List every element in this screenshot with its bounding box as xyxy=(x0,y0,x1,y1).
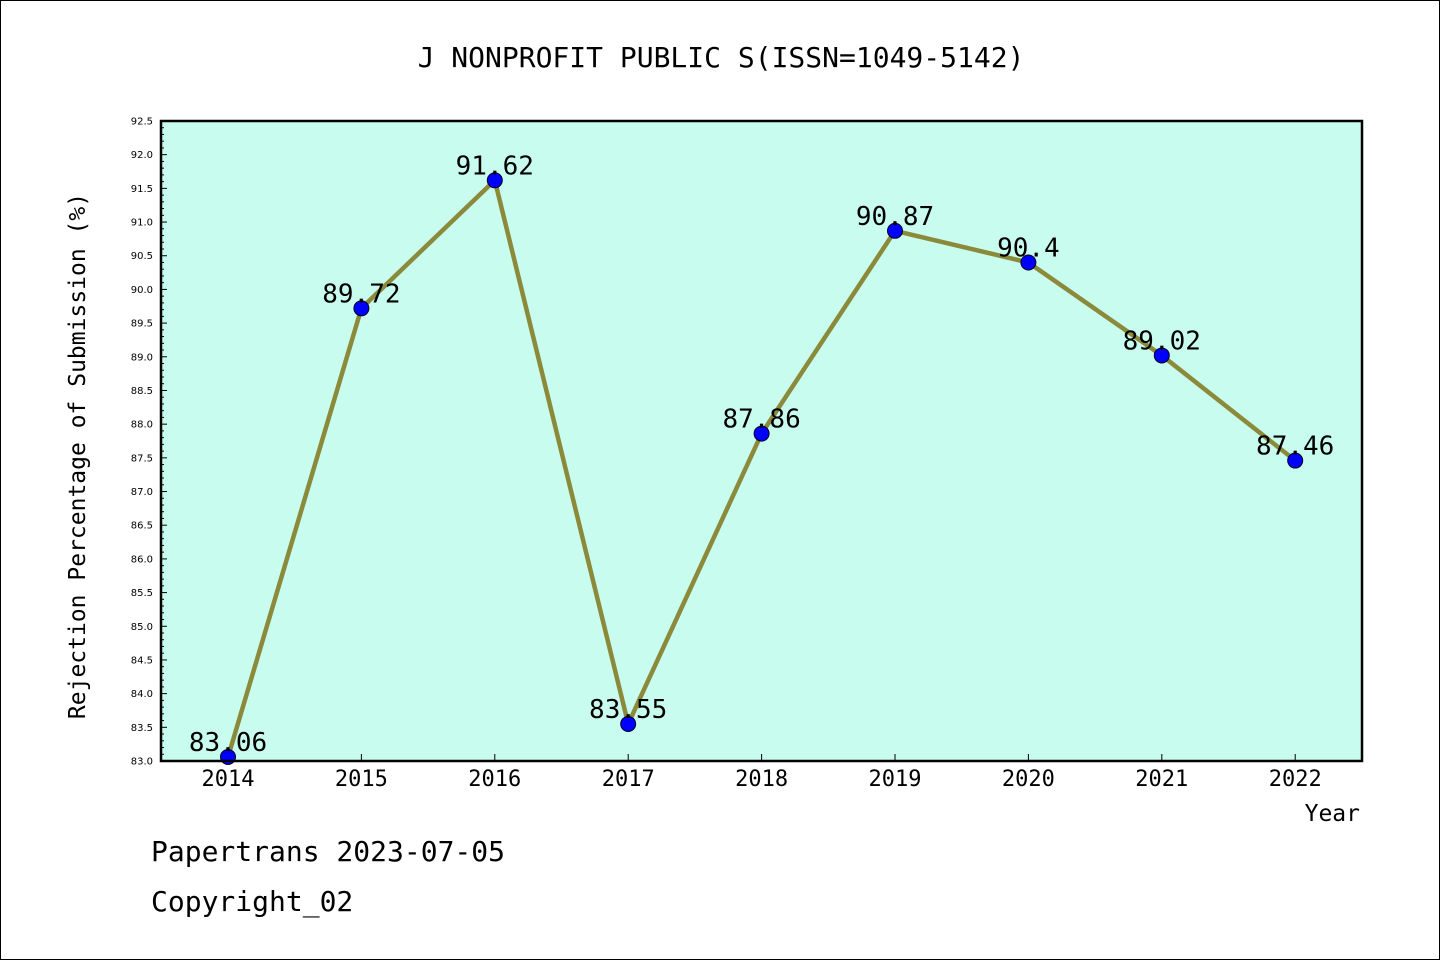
y-tick-label: 92.0 xyxy=(131,150,153,161)
data-label: 90.87 xyxy=(856,202,934,232)
data-point xyxy=(1020,254,1037,271)
data-label: 83.55 xyxy=(589,695,667,725)
y-tick-label: 84.5 xyxy=(131,655,153,666)
x-tick-label: 2017 xyxy=(602,767,655,792)
data-point xyxy=(1287,452,1304,469)
y-tick-label: 83.0 xyxy=(131,757,153,768)
y-tick-label: 86.5 xyxy=(131,521,153,532)
y-tick-label: 89.0 xyxy=(131,352,153,363)
data-label: 89.72 xyxy=(322,279,400,309)
y-tick-label: 91.0 xyxy=(131,218,153,229)
plot-border xyxy=(159,119,1364,763)
data-point xyxy=(486,172,503,189)
x-tick-label: 2019 xyxy=(869,767,922,792)
data-point xyxy=(887,222,903,239)
x-tick-label: 2016 xyxy=(468,767,521,792)
data-label: 87.86 xyxy=(722,405,800,435)
data-label: 89.02 xyxy=(1123,326,1201,356)
y-tick-label: 88.0 xyxy=(131,420,153,431)
x-tick-label: 2022 xyxy=(1269,767,1322,792)
y-axis-label: Rejection Percentage of Submission (%) xyxy=(65,193,91,719)
y-tick-label: 84.0 xyxy=(131,689,153,700)
x-tick-label: 2015 xyxy=(335,767,388,792)
y-tick-label: 89.5 xyxy=(131,319,153,330)
series-group: 83.06 89.72 91.62 83.55 87.86 90.87 90.4 89.02 8… xyxy=(189,151,1334,765)
y-tick-label: 85.5 xyxy=(131,588,153,599)
data-point xyxy=(353,300,370,317)
data-point xyxy=(620,715,637,732)
y-tick-label: 90.0 xyxy=(131,285,153,296)
data-point xyxy=(753,425,770,442)
chart-title: J NONPROFIT PUBLIC S(ISSN=1049-5142) xyxy=(418,41,1025,74)
x-tick-label: 2021 xyxy=(1135,767,1188,792)
x-tick-label: 2014 xyxy=(202,767,255,792)
y-tick-label: 83.5 xyxy=(131,723,153,734)
y-tick-label: 87.5 xyxy=(131,453,153,464)
y-tick-label: 90.5 xyxy=(131,251,153,262)
y-tick-label: 91.5 xyxy=(131,184,153,195)
y-tick-label: 88.5 xyxy=(131,386,153,397)
y-axis: 83.0 83.5 84.0 84.5 85.0 85.5 86.0 86.5 87.0 87.5… xyxy=(131,117,167,768)
data-point xyxy=(1153,347,1170,364)
data-label: 87.46 xyxy=(1256,432,1334,462)
footer-copyright: Copyright_02 xyxy=(151,885,354,918)
data-label: 91.62 xyxy=(456,151,534,181)
y-tick-label: 92.5 xyxy=(131,117,153,128)
footer-date: Papertrans 2023-07-05 xyxy=(151,835,506,868)
y-tick-label: 87.0 xyxy=(131,487,153,498)
y-tick-label: 85.0 xyxy=(131,622,153,633)
x-axis-label: Year xyxy=(1305,801,1360,827)
data-label: 83.06 xyxy=(189,728,267,758)
x-tick-label: 2020 xyxy=(1002,767,1055,792)
data-label: 90.4 xyxy=(997,233,1060,263)
y-tick-label: 86.0 xyxy=(131,554,153,565)
x-tick-label: 2018 xyxy=(735,767,788,792)
